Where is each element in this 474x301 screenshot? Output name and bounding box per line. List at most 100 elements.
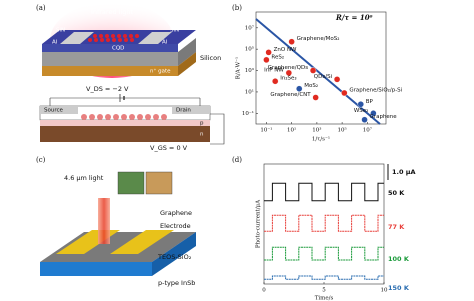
point-label: Graphene/MoS₂	[297, 36, 340, 42]
label: Source	[44, 108, 64, 114]
label: TEOS-SiO₂	[157, 253, 192, 261]
insb-side	[152, 232, 196, 276]
data-point	[288, 38, 295, 45]
point-label: ReS₂	[271, 54, 284, 60]
silicon-layer	[42, 52, 178, 66]
cqd-dots	[88, 34, 139, 42]
scale-bar-label: 1.0 μA	[392, 168, 416, 176]
data-point	[296, 85, 303, 92]
x-tick-label: 5	[322, 288, 326, 294]
legend-label: 100 K	[388, 255, 410, 263]
data-point	[265, 49, 272, 56]
point-label: ZnO NW	[274, 47, 297, 53]
silicon-side	[178, 38, 196, 66]
data-point	[272, 78, 279, 85]
label: Al	[52, 40, 58, 46]
label: 4.6 μm light	[64, 174, 104, 182]
data-point	[263, 56, 270, 64]
device-front	[42, 44, 178, 52]
data-point	[333, 76, 341, 83]
label: p-type InSb	[158, 279, 195, 287]
point-label: Graphene/QDs	[268, 65, 309, 71]
label: SiN	[170, 28, 179, 34]
series-line	[264, 182, 384, 202]
panel-tag: (c)	[36, 156, 46, 164]
legend-label: 77 K	[388, 223, 405, 231]
label: p	[200, 121, 204, 127]
n-layer	[40, 126, 210, 142]
x-axis-title: Time/s	[315, 296, 334, 301]
series-line	[264, 275, 384, 280]
panel-tag: (d)	[232, 156, 242, 164]
inset-image	[145, 171, 173, 195]
x-tick-label: 10	[381, 288, 388, 294]
x-tick-label: 10⁷	[363, 127, 373, 134]
label: n	[200, 132, 204, 138]
x-tick-label: 0	[262, 288, 266, 294]
label: CQD	[112, 46, 124, 52]
y-tick-label: 10⁻¹	[242, 110, 254, 117]
x-tick-label: 10⁻¹	[260, 127, 272, 134]
label: Drain	[176, 108, 191, 114]
y-tick-label: 10⁷	[245, 24, 255, 31]
y-tick-label: 10⁵	[245, 46, 254, 53]
label: V_GS = 0 V	[150, 144, 188, 152]
point-label: In₂Se₃	[280, 76, 296, 82]
x-tick-label: 10⁵	[338, 127, 347, 134]
label: Silicon	[200, 54, 221, 62]
source	[40, 106, 78, 114]
label: Graphene	[160, 209, 192, 217]
y-axis-title: R/A·W⁻¹	[235, 57, 242, 79]
plot-frame	[263, 163, 385, 285]
light-beam	[98, 198, 110, 244]
p-layer	[40, 120, 210, 126]
point-label: BP	[366, 99, 374, 105]
label: n⁺ gate	[150, 68, 171, 75]
data-point	[309, 67, 317, 74]
gate-side	[178, 52, 196, 76]
wire	[210, 113, 225, 145]
legend-label: 50 K	[388, 189, 405, 197]
x-tick-label: 10¹	[287, 127, 296, 134]
al-contact	[60, 32, 94, 44]
data-point	[361, 116, 368, 123]
point-label: MoS₂	[304, 83, 318, 89]
label: Al	[162, 40, 168, 46]
drain	[172, 106, 210, 114]
al-contact	[138, 32, 172, 44]
electrode	[110, 230, 174, 254]
cqd-row	[81, 114, 167, 120]
y-tick-label: 10¹	[245, 88, 254, 95]
label: Electrode	[160, 222, 191, 230]
panel-a: (a) Infrared light SiN Al CQD Al SiN Sil…	[36, 2, 225, 152]
y-axis-title: Photo-current/μA	[256, 199, 262, 248]
label: SiN	[56, 28, 65, 34]
panel-tag: (a)	[36, 4, 46, 12]
series-line	[264, 214, 384, 232]
data-point	[357, 101, 364, 108]
point-label: Graphene/CNT	[270, 92, 311, 98]
plot-frame	[255, 11, 387, 125]
insb-front	[40, 262, 152, 276]
x-tick-label: 10³	[312, 127, 321, 134]
reference-label: R/τ = 10⁶	[335, 13, 373, 22]
point-label: Graphene/SiO₂/p-Si	[349, 87, 402, 93]
label: Infrared light	[91, 8, 134, 16]
panel-c: (c) 4.6 μm light Graphene Electrode TEOS…	[36, 156, 196, 287]
gate-layer	[42, 66, 178, 76]
data-point	[285, 69, 293, 77]
point-label: InP NW	[264, 67, 284, 73]
point-label: WSe₂	[354, 108, 369, 114]
label: V_DS = −2 V	[86, 85, 129, 93]
legend-label: 150 K	[388, 284, 410, 292]
point-label: Graphene	[370, 114, 398, 120]
panel-tag: (b)	[232, 4, 242, 12]
inset-image	[117, 171, 145, 195]
point-label: QDs/Si	[314, 74, 333, 80]
x-axis-title: 1/τ/s⁻¹	[312, 136, 330, 143]
y-tick-label: 10³	[245, 67, 254, 74]
data-point	[312, 94, 319, 101]
series-line	[264, 246, 384, 261]
data-point	[370, 110, 377, 117]
